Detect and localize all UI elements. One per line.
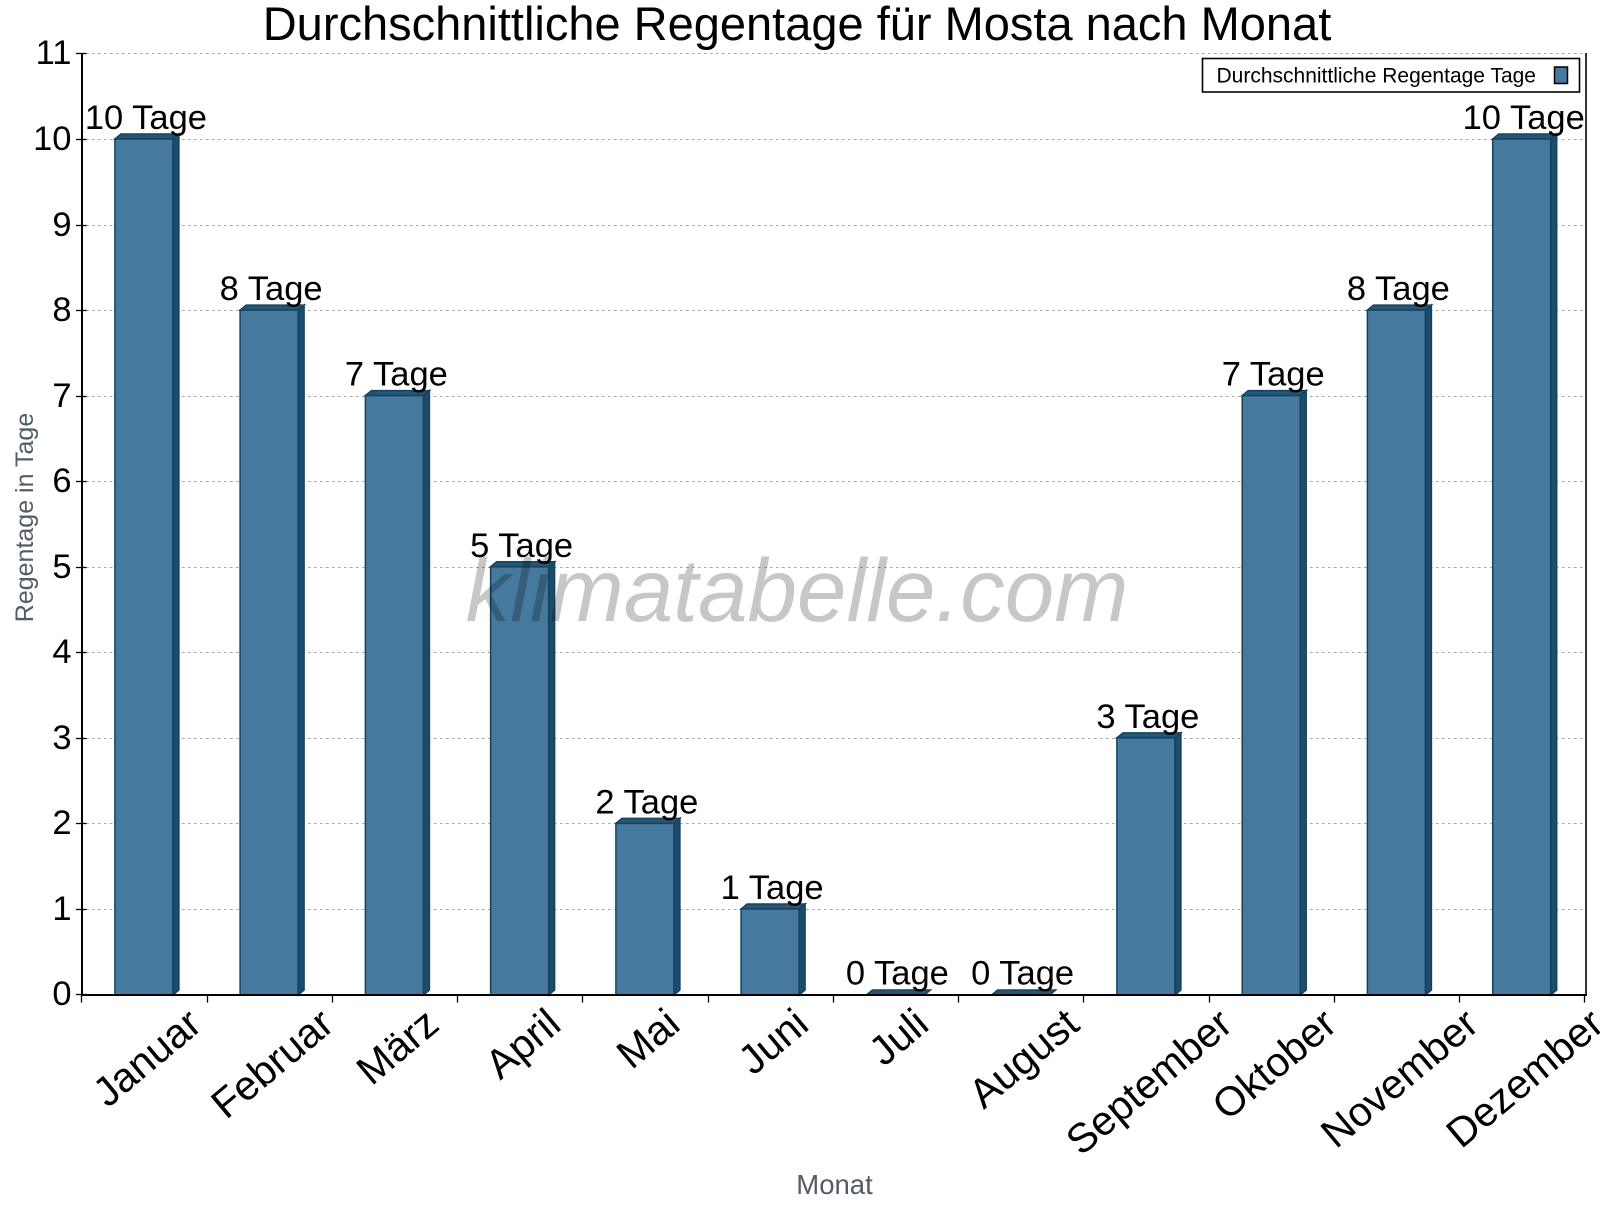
svg-text:2: 2: [52, 804, 71, 842]
svg-text:5 Tage: 5 Tage: [470, 527, 573, 565]
svg-text:3: 3: [52, 719, 71, 757]
svg-text:3 Tage: 3 Tage: [1096, 698, 1199, 736]
svg-text:März: März: [348, 1000, 447, 1094]
svg-text:7 Tage: 7 Tage: [1222, 356, 1325, 394]
svg-text:7 Tage: 7 Tage: [345, 356, 448, 394]
svg-text:April: April: [476, 1000, 568, 1088]
svg-text:5: 5: [52, 548, 71, 586]
svg-text:0 Tage: 0 Tage: [971, 955, 1074, 993]
svg-text:Januar: Januar: [84, 1000, 210, 1116]
svg-text:1 Tage: 1 Tage: [721, 869, 824, 907]
svg-text:10 Tage: 10 Tage: [1463, 99, 1585, 137]
svg-text:10 Tage: 10 Tage: [85, 99, 207, 137]
svg-text:klimatabelle.com: klimatabelle.com: [466, 540, 1129, 640]
svg-text:Februar: Februar: [202, 1000, 342, 1128]
svg-text:8 Tage: 8 Tage: [1347, 270, 1450, 308]
svg-text:Regentage in Tage: Regentage in Tage: [11, 413, 39, 622]
svg-text:7: 7: [52, 377, 71, 415]
svg-text:6: 6: [52, 462, 71, 500]
svg-text:Mai: Mai: [608, 1000, 688, 1078]
svg-text:11: 11: [36, 34, 72, 72]
svg-text:Juli: Juli: [860, 1000, 937, 1075]
svg-text:4: 4: [52, 633, 71, 671]
svg-text:Monat: Monat: [796, 1169, 873, 1200]
svg-text:8 Tage: 8 Tage: [220, 270, 323, 308]
svg-text:10: 10: [33, 120, 71, 158]
svg-text:9: 9: [52, 206, 71, 244]
svg-text:1: 1: [52, 890, 71, 928]
svg-text:0 Tage: 0 Tage: [846, 955, 949, 993]
svg-text:Juni: Juni: [729, 1000, 816, 1084]
svg-text:August: August: [960, 999, 1088, 1117]
svg-text:Durchschnittliche Regentage Ta: Durchschnittliche Regentage Tage: [1217, 65, 1536, 88]
svg-text:Durchschnittliche Regentage fü: Durchschnittliche Regentage für Mosta na…: [263, 0, 1332, 50]
svg-text:0: 0: [52, 975, 71, 1013]
svg-text:2 Tage: 2 Tage: [595, 783, 698, 821]
svg-text:September: September: [1057, 1000, 1240, 1164]
svg-text:8: 8: [52, 291, 71, 329]
